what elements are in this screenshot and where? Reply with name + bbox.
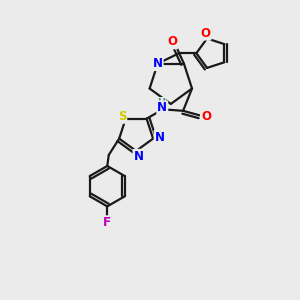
Text: S: S <box>118 110 126 123</box>
Text: O: O <box>167 35 177 48</box>
Text: N: N <box>153 57 163 70</box>
Text: F: F <box>103 216 111 229</box>
Text: O: O <box>201 110 211 123</box>
Text: N: N <box>134 150 143 163</box>
Text: O: O <box>200 27 211 40</box>
Text: H: H <box>157 98 166 108</box>
Text: N: N <box>154 130 165 144</box>
Text: N: N <box>157 101 167 114</box>
